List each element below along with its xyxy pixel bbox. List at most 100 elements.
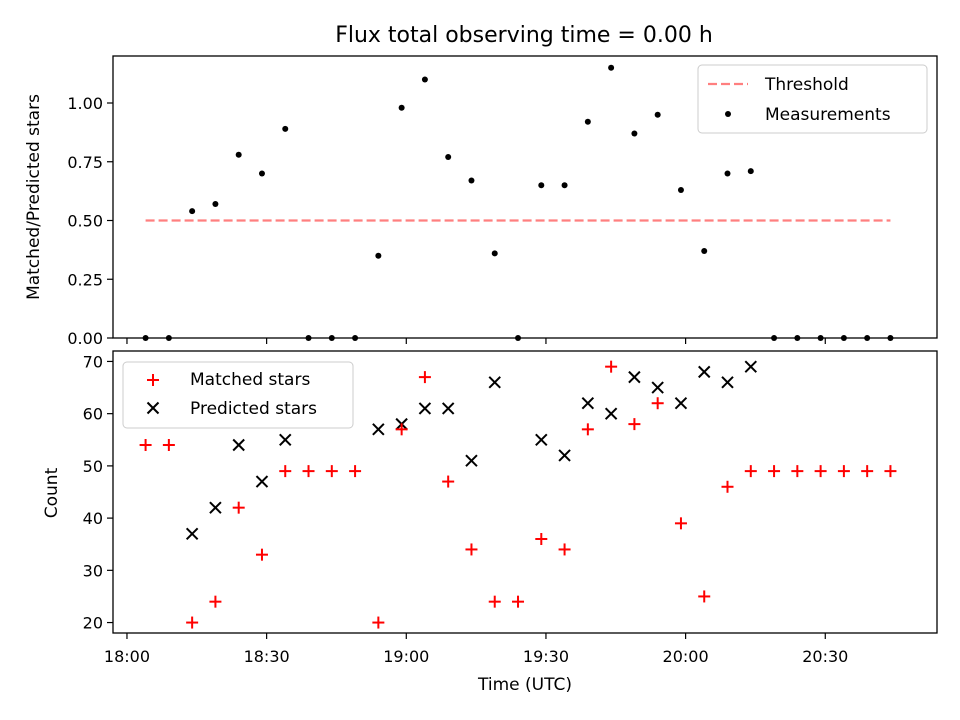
bottom-y-tick-label: 50 [83, 457, 103, 476]
bottom-x-tick-label: 18:30 [244, 647, 290, 666]
measurement-point [701, 248, 708, 255]
matched-point [628, 418, 641, 431]
measurement-point [258, 170, 265, 177]
predicted-point-b [372, 423, 385, 436]
matched-point [861, 465, 874, 478]
matched-point [162, 439, 175, 451]
measurement-point [538, 182, 545, 189]
legend-predicted-mark-b [146, 401, 160, 415]
matched-point [139, 439, 152, 451]
measurement-point [282, 125, 289, 132]
measurement-point [468, 177, 475, 184]
bottom-y-tick-label: 20 [83, 614, 103, 633]
matched-point [791, 465, 804, 478]
legend-matched-label: Matched stars [190, 370, 310, 390]
legend-predicted-label: Predicted stars [190, 399, 317, 419]
matched-point [232, 501, 245, 514]
measurement-point [677, 186, 684, 193]
predicted-point [674, 397, 688, 410]
predicted-point [185, 527, 199, 540]
legend-predicted-swatch [146, 401, 160, 415]
predicted-point [209, 501, 222, 514]
matched-point [488, 595, 501, 608]
predicted-point [581, 397, 595, 410]
bottom-x-axis-label: Time (UTC) [477, 675, 572, 695]
top-x-ticks [126, 338, 826, 344]
top-chart-title: Flux total observing time = 0.00 h [335, 23, 713, 48]
matched-point [698, 590, 711, 603]
predicted-point [232, 438, 245, 452]
predicted-point-b [581, 397, 595, 410]
matched-point [581, 423, 594, 436]
measurement-point [491, 250, 498, 257]
predicted-point-b [651, 381, 664, 394]
predicted-point-b [558, 449, 571, 462]
matched-point [302, 465, 315, 478]
predicted-point [441, 402, 455, 415]
legend-threshold-label: Threshold [764, 75, 849, 95]
matched-point [814, 465, 827, 478]
bottom-y-axis-label: Count [42, 467, 62, 518]
bottom-x-tick-label: 20:30 [802, 647, 848, 666]
predicted-point-b [744, 360, 757, 373]
matched-point [372, 616, 385, 629]
bottom-legend: Matched stars Predicted stars [122, 361, 354, 429]
predicted-point [418, 402, 432, 415]
top-panel: Flux total observing time = 0.00 h Match… [24, 23, 938, 348]
predicted-point [372, 423, 385, 436]
predicted-point-b [628, 370, 641, 384]
predicted-point-b [721, 376, 734, 389]
bottom-plot-marks [139, 360, 897, 629]
matched-point [651, 397, 664, 410]
matched-point [535, 533, 548, 545]
predicted-point [721, 376, 734, 389]
measurement-point [235, 151, 242, 158]
measurement-point [747, 168, 754, 175]
top-y-axis-label: Matched/Predicted stars [24, 94, 44, 300]
legend-measurements-swatch [725, 111, 731, 117]
bottom-x-tick-label: 19:00 [383, 647, 429, 666]
matched-point [512, 595, 525, 608]
matched-point [465, 543, 478, 556]
predicted-point-b [674, 397, 688, 410]
predicted-point-b [418, 402, 432, 415]
bottom-panel: Count Time (UTC) 20 30 40 50 60 70 18:00 18:30… [42, 350, 938, 695]
top-y-tick-label: 0.25 [67, 270, 103, 289]
predicted-point-b [535, 433, 548, 446]
matched-point [395, 423, 408, 436]
top-y-tick-label: 0.75 [67, 153, 103, 172]
matched-point [674, 517, 687, 530]
predicted-point-b [255, 475, 269, 488]
measurement-point [398, 104, 405, 111]
measurement-point [421, 76, 428, 83]
legend-measurements-label: Measurements [765, 105, 891, 125]
legend-predicted-mark [146, 401, 160, 415]
predicted-point [279, 433, 292, 446]
bottom-x-tick-label: 18:00 [104, 647, 150, 666]
predicted-point-b [279, 433, 292, 446]
bottom-y-tick-label: 70 [83, 352, 103, 371]
top-y-tick-label: 0.00 [67, 329, 103, 348]
top-y-tick-label: 0.50 [67, 212, 103, 231]
matched-point [349, 465, 362, 478]
predicted-point-b [465, 454, 478, 467]
predicted-point-b [232, 438, 245, 452]
matched-point [884, 465, 897, 478]
predicted-point [651, 381, 664, 394]
matched-point [279, 465, 292, 478]
matched-point [418, 371, 431, 384]
matched-point [605, 360, 618, 373]
matched-point [744, 465, 757, 478]
matched-point [768, 465, 781, 478]
top-plot-frame [112, 55, 938, 339]
predicted-point [558, 449, 571, 462]
predicted-point [255, 475, 269, 488]
predicted-point [698, 365, 711, 379]
predicted-point [488, 376, 501, 389]
measurement-point [189, 208, 196, 215]
matched-point [209, 595, 222, 608]
measurement-point [445, 154, 452, 161]
predicted-point [535, 433, 548, 446]
predicted-point [604, 407, 618, 420]
